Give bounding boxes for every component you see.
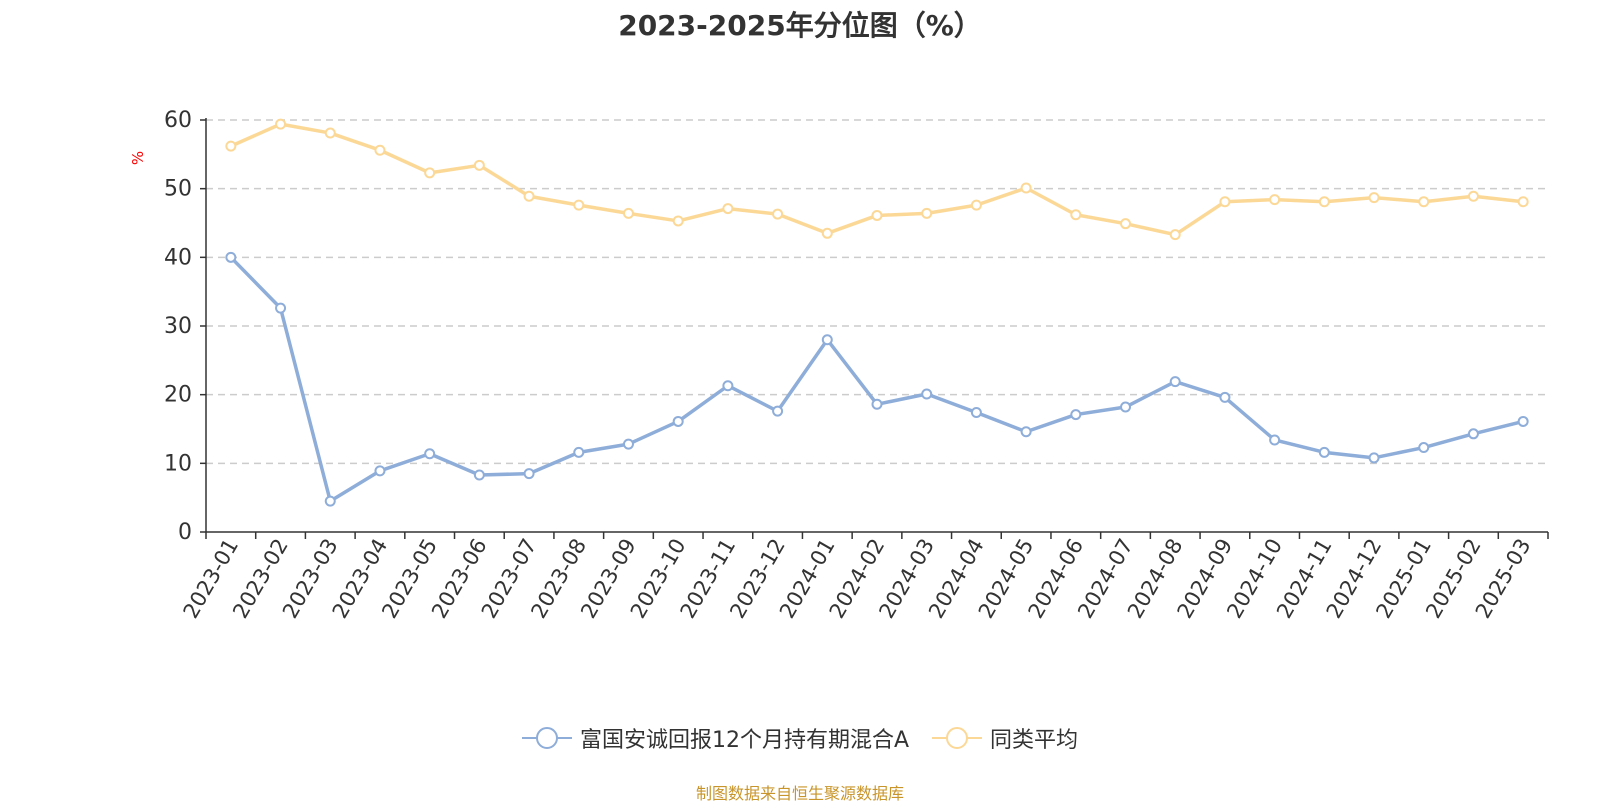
data-point[interactable] [1020,182,1032,194]
data-point[interactable] [573,446,585,458]
y-axis-label: % [129,151,147,165]
data-point[interactable] [573,199,585,211]
data-point[interactable] [225,140,237,152]
data-point[interactable] [1219,391,1231,403]
data-point[interactable] [1020,426,1032,438]
data-point[interactable] [424,448,436,460]
data-point[interactable] [523,190,535,202]
y-tick-label: 50 [164,177,192,202]
data-point[interactable] [473,469,485,481]
axes: 01020304050602023-012023-022023-032023-0… [164,108,1549,622]
y-tick-label: 20 [164,383,192,408]
legend-item-series-1[interactable]: 富国安诚回报12个月持有期混合A [521,722,910,754]
y-tick-label: 0 [178,520,192,545]
data-point[interactable] [722,203,734,215]
data-point[interactable] [672,415,684,427]
data-point[interactable] [225,251,237,263]
data-source-note: 制图数据来自恒生聚源数据库 [695,784,904,803]
legend: 富国安诚回报12个月持有期混合A 同类平均 [0,722,1600,756]
data-point[interactable] [821,227,833,239]
data-point[interactable] [1368,192,1380,204]
data-point[interactable] [1269,434,1281,446]
data-point[interactable] [1070,209,1082,221]
data-point[interactable] [1517,196,1529,208]
chart-title: 2023-2025年分位图（%） [618,9,982,42]
data-point[interactable] [970,407,982,419]
data-point[interactable] [324,127,336,139]
data-point[interactable] [374,144,386,156]
y-tick-label: 40 [164,245,192,270]
data-point[interactable] [1269,194,1281,206]
series-line-1 [229,256,1524,503]
data-point[interactable] [523,468,535,480]
data-point[interactable] [424,167,436,179]
data-point[interactable] [672,215,684,227]
data-point[interactable] [1318,196,1330,208]
data-point[interactable] [1517,415,1529,427]
data-point[interactable] [1120,401,1132,413]
data-point[interactable] [374,465,386,477]
legend-marker-icon [521,726,572,750]
data-point[interactable] [871,398,883,410]
data-point[interactable] [921,388,933,400]
data-point[interactable] [772,405,784,417]
legend-label: 同类平均 [990,728,1079,753]
data-point[interactable] [473,159,485,171]
data-point[interactable] [1070,409,1082,421]
data-point[interactable] [1120,218,1132,230]
data-point[interactable] [970,199,982,211]
data-point[interactable] [622,438,634,450]
series [225,118,1529,507]
legend-label: 富国安诚回报12个月持有期混合A [579,728,910,753]
data-point[interactable] [1169,376,1181,388]
data-point[interactable] [324,495,336,507]
data-point[interactable] [275,302,287,314]
y-tick-label: 60 [164,108,192,133]
y-tick-label: 30 [164,314,192,339]
legend-marker-icon [932,726,983,750]
data-point[interactable] [871,209,883,221]
data-point[interactable] [722,380,734,392]
grid-lines [206,119,1548,465]
data-point[interactable] [1169,229,1181,241]
data-point[interactable] [821,334,833,346]
data-point[interactable] [1467,428,1479,440]
data-point[interactable] [1418,196,1430,208]
data-point[interactable] [1219,196,1231,208]
data-point[interactable] [1368,452,1380,464]
data-point[interactable] [1418,442,1430,454]
legend-item-series-2[interactable]: 同类平均 [932,722,1078,754]
data-point[interactable] [1318,446,1330,458]
data-point[interactable] [275,118,287,130]
data-point[interactable] [622,207,634,219]
data-point[interactable] [772,208,784,220]
data-point[interactable] [1467,190,1479,202]
y-tick-label: 10 [164,451,192,476]
data-point[interactable] [921,207,933,219]
